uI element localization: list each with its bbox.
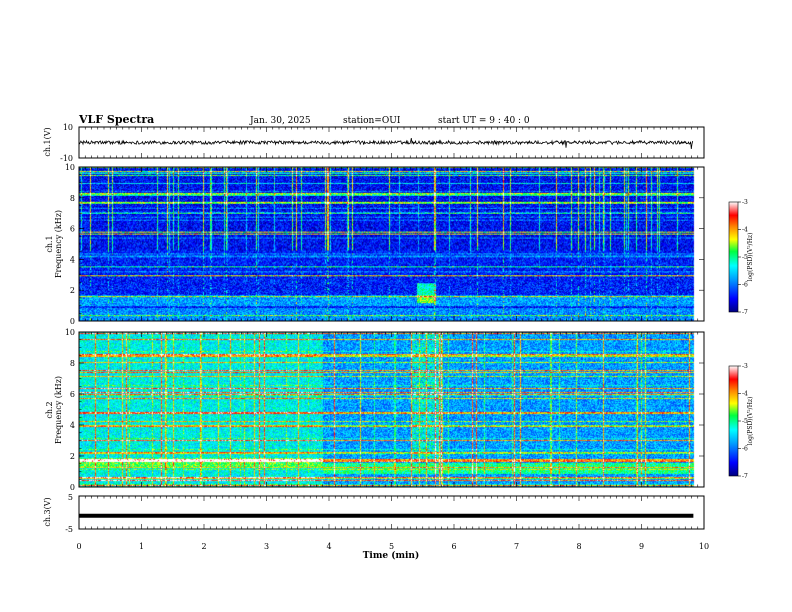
ch1-colorbar-label: log(PSD)(V²/Hz) bbox=[747, 233, 754, 282]
ch1-colorbar-tick-label: -4 bbox=[742, 227, 748, 234]
ch3-waveform-panel: 5 -5 ch.3(V) bbox=[43, 493, 705, 534]
ch3-ylabel: ch.3(V) bbox=[43, 497, 52, 526]
ch2-colorbar-tick-label: -7 bbox=[742, 473, 748, 480]
ch1-spec-ylabel-line1: ch.1 bbox=[45, 235, 54, 252]
x-tick-label: 4 bbox=[326, 542, 331, 551]
ch2-spec-ytick-label: 4 bbox=[70, 421, 75, 430]
x-tick-label: 10 bbox=[699, 542, 709, 551]
x-tick-label: 8 bbox=[576, 542, 581, 551]
x-tick-label: 7 bbox=[514, 542, 519, 551]
ch2-spec-ytick-label: 2 bbox=[70, 452, 75, 461]
x-axis-label: Time (min) bbox=[363, 550, 420, 561]
ch1-colorbar-tick-label: -7 bbox=[742, 309, 748, 316]
ch1-waveform-panel: 10 -10 ch.1(V) bbox=[43, 123, 705, 163]
ch1-colorbar-tick-label: -6 bbox=[742, 282, 748, 289]
ch2-spec-ylabel-line2: Frequency (kHz) bbox=[54, 376, 63, 444]
ch1-colorbar: -3 -4 -5 -6 -7 log(PSD)(V²/Hz) bbox=[728, 199, 754, 316]
ch1-ylabel: ch.1(V) bbox=[43, 127, 52, 156]
x-tick-label: 0 bbox=[76, 542, 81, 551]
ch1-spectrogram-image bbox=[79, 167, 704, 321]
ch2-colorbar-tick-label: -3 bbox=[742, 363, 748, 370]
ch2-spectrogram-image bbox=[79, 332, 704, 487]
ch1-colorbar-tick-label: -3 bbox=[742, 199, 748, 206]
ch1-spec-ytick-label: 4 bbox=[70, 255, 75, 264]
ch2-spec-ytick-label: 0 bbox=[70, 483, 75, 492]
ch1-waveform-trace bbox=[79, 138, 694, 150]
ch2-spec-ytick-label: 6 bbox=[70, 390, 75, 399]
ch1-colorbar-tick-label: -5 bbox=[742, 254, 748, 261]
ch2-colorbar: -3 -4 -5 -6 -7 log(PSD)(V²/Hz) bbox=[728, 363, 754, 480]
x-tick-label: 3 bbox=[264, 542, 269, 551]
header-start-ut: start UT = 9 : 40 : 0 bbox=[438, 116, 530, 126]
x-tick-label: 9 bbox=[639, 542, 644, 551]
ch2-colorbar-label: log(PSD)(V²/Hz) bbox=[747, 397, 754, 446]
x-tick-label: 6 bbox=[451, 542, 456, 551]
ch3-ytick-bottom: -5 bbox=[65, 525, 73, 534]
ch1-spec-ytick-label: 6 bbox=[70, 225, 75, 234]
header-station: station=OUI bbox=[343, 116, 401, 126]
ch2-spectrogram-panel: 0 2 4 6 8 10 ch.2 Frequency (kHz) bbox=[45, 328, 705, 492]
ch2-spec-ylabel-line1: ch.2 bbox=[45, 401, 54, 418]
ch1-ytick-bottom: -10 bbox=[60, 154, 73, 163]
ch2-spec-ytick-label: 10 bbox=[65, 328, 75, 337]
ch2-spec-ytick-label: 8 bbox=[70, 359, 75, 368]
ch1-spec-ytick-label: 2 bbox=[70, 286, 75, 295]
ch2-colorbar-tick-label: -5 bbox=[742, 418, 748, 425]
x-axis: 0 1 2 3 4 5 6 7 8 9 10 bbox=[76, 542, 709, 551]
ch1-spec-ytick-label: 8 bbox=[70, 194, 75, 203]
ch1-spec-ytick-label: 0 bbox=[70, 317, 75, 326]
x-tick-label: 5 bbox=[389, 542, 394, 551]
ch1-spec-ytick-label: 10 bbox=[65, 163, 75, 172]
ch1-spec-ylabel-line2: Frequency (kHz) bbox=[54, 210, 63, 278]
x-tick-label: 1 bbox=[139, 542, 144, 551]
figure-title: VLF Spectra bbox=[78, 113, 154, 126]
ch2-colorbar-tick-label: -6 bbox=[742, 446, 748, 453]
ch1-spectrogram-panel: 0 2 4 6 8 10 ch.1 Frequency (kHz) bbox=[45, 163, 705, 326]
ch3-ytick-top: 5 bbox=[68, 493, 73, 502]
header-date: Jan. 30, 2025 bbox=[249, 116, 311, 126]
ch2-colorbar-tick-label: -4 bbox=[742, 391, 748, 398]
x-tick-label: 2 bbox=[201, 542, 206, 551]
ch1-ytick-top: 10 bbox=[63, 123, 73, 132]
